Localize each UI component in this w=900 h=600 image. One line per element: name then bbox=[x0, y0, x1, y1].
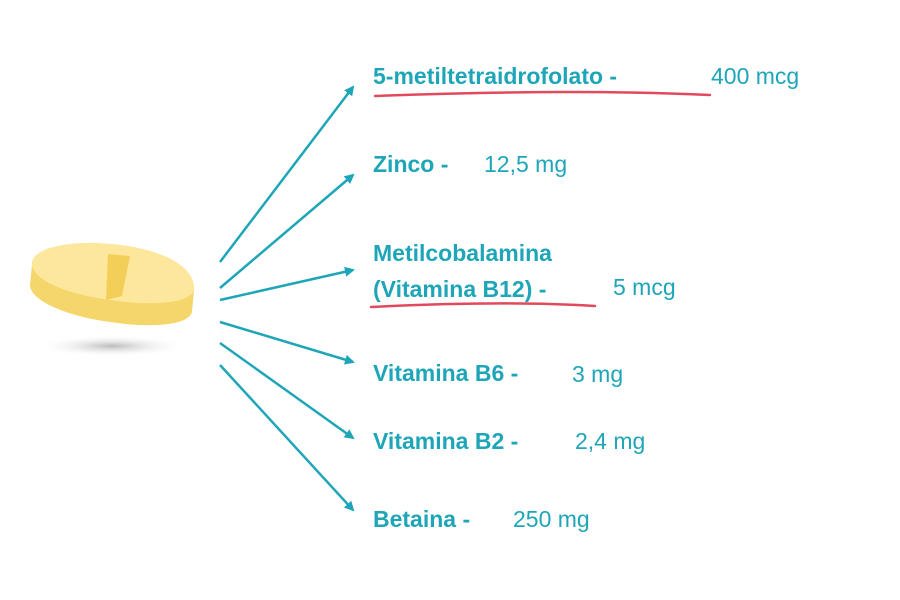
underline bbox=[373, 90, 712, 98]
ingredient-dose: 2,4 mg bbox=[575, 428, 645, 454]
ingredient-name: (Vitamina B12) - bbox=[373, 276, 546, 302]
ingredient-name: Vitamina B2 - bbox=[373, 428, 518, 454]
ingredient-dose: 3 mg bbox=[572, 361, 623, 387]
ingredient-dose: 5 mcg bbox=[613, 274, 676, 300]
arrow bbox=[219, 85, 355, 263]
ingredient-dose: 250 mg bbox=[513, 506, 590, 532]
ingredient-name: Vitamina B6 - bbox=[373, 360, 518, 386]
arrow bbox=[219, 341, 355, 440]
ingredient-dose: 400 mcg bbox=[711, 63, 799, 89]
arrows bbox=[219, 85, 355, 512]
arrow bbox=[219, 173, 355, 289]
ingredient-name: Betaina - bbox=[373, 506, 470, 532]
ingredient-name: 5-metiltetraidrofolato - bbox=[373, 63, 617, 89]
underline bbox=[369, 302, 597, 309]
arrow bbox=[219, 266, 355, 302]
ingredient-name: Zinco - bbox=[373, 151, 448, 177]
ingredient-dose: 12,5 mg bbox=[484, 151, 567, 177]
pill-icon bbox=[30, 242, 195, 357]
arrow bbox=[219, 364, 355, 512]
arrow bbox=[219, 320, 355, 365]
ingredient-name: Metilcobalamina bbox=[373, 240, 552, 266]
